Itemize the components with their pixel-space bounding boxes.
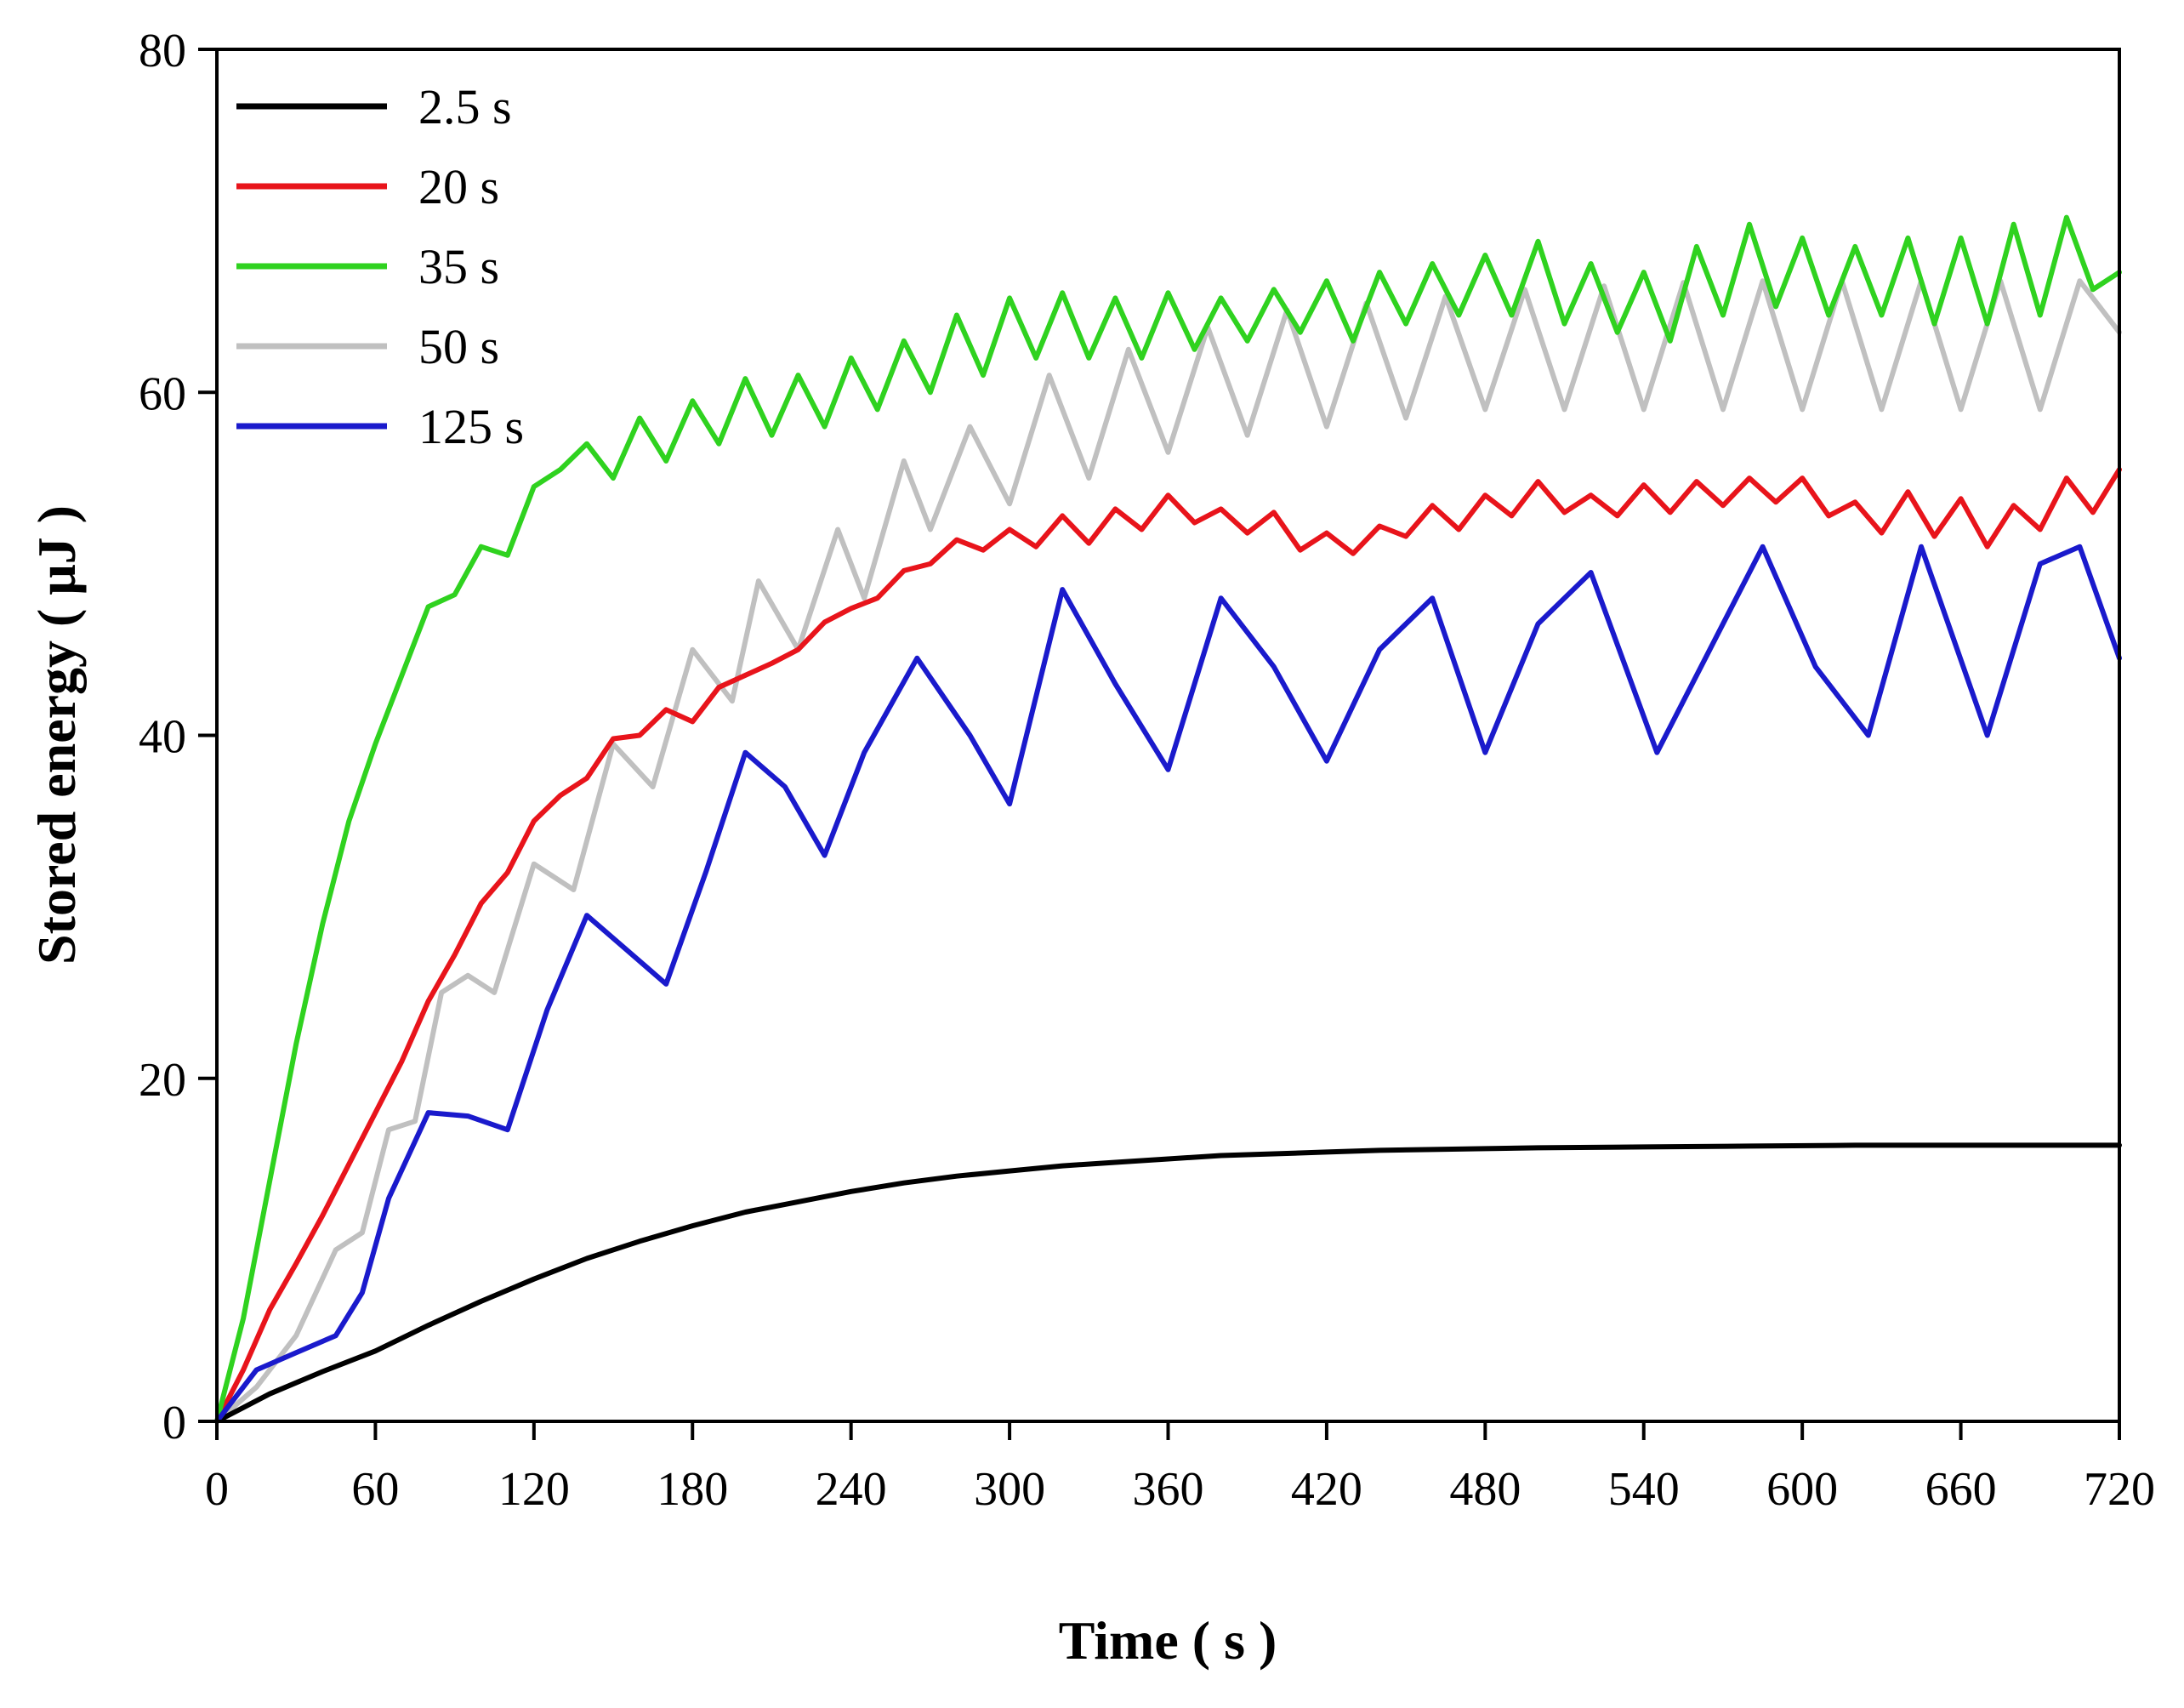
y-axis-title: Stored energy ( μJ )	[26, 505, 87, 965]
y-tick-label: 20	[139, 1054, 186, 1107]
x-tick-label: 600	[1766, 1463, 1838, 1516]
x-tick-label: 660	[1925, 1463, 1997, 1516]
x-tick-label: 300	[974, 1463, 1045, 1516]
series-line-3	[214, 278, 2122, 1424]
y-tick-label: 40	[139, 711, 186, 764]
series-line-4	[214, 544, 2122, 1424]
series-line-1	[214, 467, 2122, 1424]
legend-label-0: 2.5 s	[418, 79, 512, 134]
x-tick-label: 180	[657, 1463, 728, 1516]
legend-label-3: 50 s	[418, 319, 499, 374]
y-tick-label: 80	[139, 25, 186, 77]
x-axis: 0 60 120 180 240 300 360 420 480 540 600 660 720	[205, 1421, 2155, 1516]
y-axis: 0 20 40 60 80	[139, 25, 217, 1449]
x-tick-label: 420	[1291, 1463, 1362, 1516]
plot-frame	[215, 48, 2121, 1423]
series-line-2	[214, 214, 2122, 1424]
plot-lines	[214, 214, 2122, 1424]
y-tick-label: 60	[139, 367, 186, 420]
series-line-0	[214, 1142, 2122, 1424]
x-tick-label: 60	[351, 1463, 399, 1516]
x-tick-label: 240	[816, 1463, 887, 1516]
x-axis-title: Time ( s )	[1059, 1610, 1277, 1671]
y-tick-label: 0	[162, 1397, 186, 1449]
legend: 2.5 s 20 s 35 s 50 s 125 s	[236, 79, 524, 454]
x-tick-label: 0	[205, 1463, 229, 1516]
x-tick-label: 360	[1133, 1463, 1204, 1516]
legend-label-1: 20 s	[418, 159, 499, 214]
x-tick-label: 540	[1608, 1463, 1680, 1516]
legend-label-2: 35 s	[418, 239, 499, 294]
x-tick-label: 720	[2084, 1463, 2155, 1516]
x-tick-label: 120	[498, 1463, 570, 1516]
legend-label-4: 125 s	[418, 399, 524, 454]
x-tick-label: 480	[1449, 1463, 1521, 1516]
